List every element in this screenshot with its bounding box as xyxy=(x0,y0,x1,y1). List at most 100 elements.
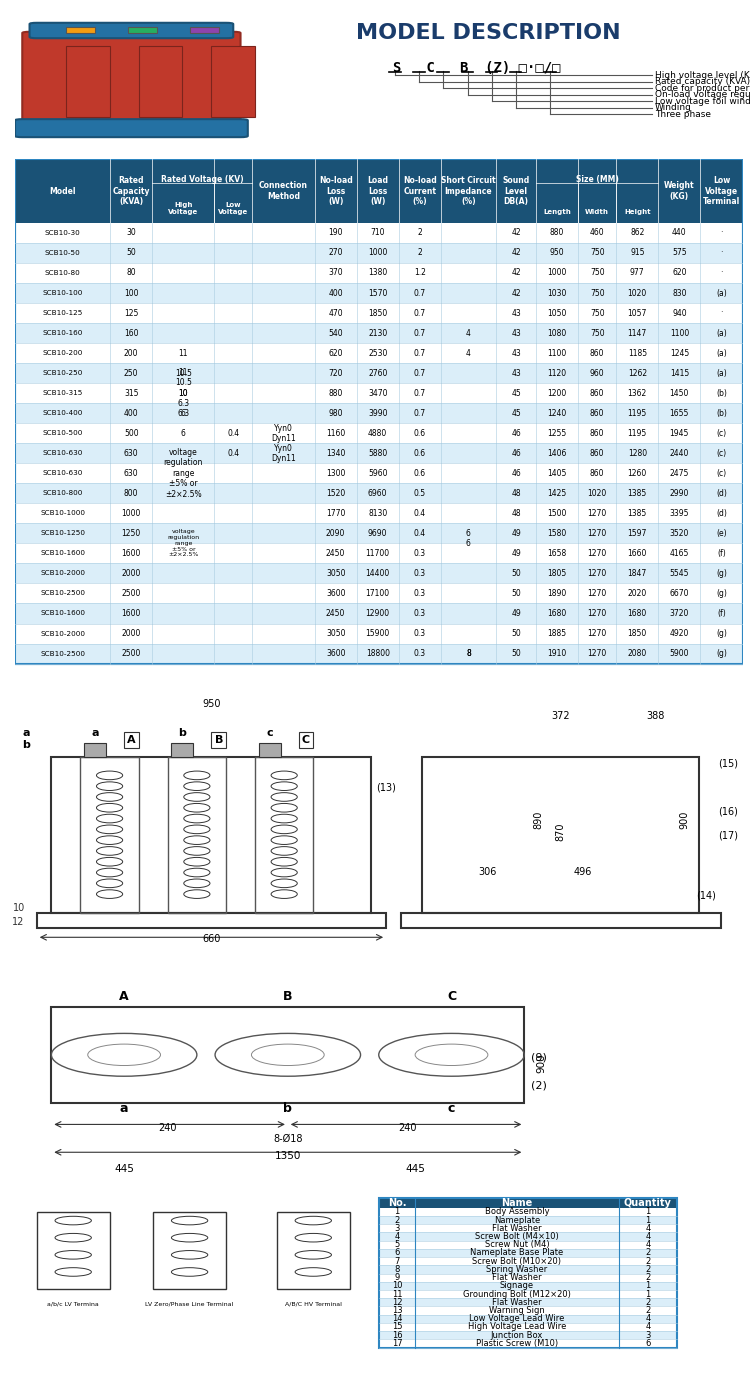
Text: C: C xyxy=(447,991,456,1003)
Text: SCB10-200: SCB10-200 xyxy=(43,351,82,356)
Text: 1245: 1245 xyxy=(670,349,689,357)
Text: ·: · xyxy=(720,309,723,317)
Text: 6: 6 xyxy=(181,429,186,437)
Text: B: B xyxy=(283,991,292,1003)
Text: (a): (a) xyxy=(716,368,727,378)
Text: Rated
Capacity
(KVA): Rated Capacity (KVA) xyxy=(112,177,150,206)
Text: (17): (17) xyxy=(718,831,738,840)
Text: Body Assembly: Body Assembly xyxy=(484,1208,549,1216)
Text: A: A xyxy=(127,736,136,745)
Bar xyxy=(15,323,742,344)
Text: High
Voltage: High Voltage xyxy=(168,201,199,215)
Text: 2: 2 xyxy=(394,1216,400,1224)
Text: (c): (c) xyxy=(716,429,727,437)
Bar xyxy=(172,742,194,758)
Bar xyxy=(379,1290,677,1299)
Text: 620: 620 xyxy=(328,349,343,357)
Text: (g): (g) xyxy=(716,629,727,638)
Text: LV Zero/Phase Line Terminal: LV Zero/Phase Line Terminal xyxy=(146,1301,234,1305)
Bar xyxy=(15,283,742,304)
Text: 915: 915 xyxy=(630,248,644,258)
Text: 46: 46 xyxy=(512,448,521,458)
Text: Flat Washer: Flat Washer xyxy=(492,1274,542,1282)
Text: 1270: 1270 xyxy=(587,509,607,518)
Text: (14): (14) xyxy=(696,891,716,901)
Text: (b): (b) xyxy=(716,408,727,418)
Text: Winding: Winding xyxy=(656,104,692,112)
Text: 45: 45 xyxy=(512,389,521,397)
Text: 1255: 1255 xyxy=(548,429,567,437)
Text: 1: 1 xyxy=(394,1208,400,1216)
Text: 1380: 1380 xyxy=(368,269,387,277)
Text: 2: 2 xyxy=(645,1274,650,1282)
Text: c: c xyxy=(266,727,273,738)
Bar xyxy=(379,1323,677,1332)
Text: 750: 750 xyxy=(590,248,604,258)
Text: 0.7: 0.7 xyxy=(414,389,426,397)
Text: 2990: 2990 xyxy=(670,489,689,498)
Bar xyxy=(379,1249,677,1257)
Text: Warning Sign: Warning Sign xyxy=(489,1305,544,1315)
Text: Model: Model xyxy=(50,186,76,196)
Text: Name: Name xyxy=(501,1198,532,1208)
Text: 1850: 1850 xyxy=(628,629,647,638)
Text: 2: 2 xyxy=(645,1297,650,1307)
Bar xyxy=(259,742,280,758)
Text: 8130: 8130 xyxy=(368,509,387,518)
Text: 1885: 1885 xyxy=(548,629,567,638)
Text: A: A xyxy=(119,991,129,1003)
Bar xyxy=(15,243,742,264)
Text: 1890: 1890 xyxy=(548,589,567,598)
Text: 862: 862 xyxy=(630,229,644,237)
Text: Spring Washer: Spring Washer xyxy=(486,1265,548,1274)
Text: 1406: 1406 xyxy=(548,448,567,458)
Text: 1080: 1080 xyxy=(548,328,567,338)
Text: 1362: 1362 xyxy=(628,389,647,397)
Text: 1100: 1100 xyxy=(548,349,567,357)
Text: 2475: 2475 xyxy=(670,469,689,477)
Bar xyxy=(379,1307,677,1315)
Text: 45: 45 xyxy=(512,408,521,418)
Text: 750: 750 xyxy=(590,269,604,277)
Bar xyxy=(379,1241,677,1249)
Text: 4: 4 xyxy=(645,1322,650,1332)
Text: 17: 17 xyxy=(392,1339,402,1348)
Text: 370: 370 xyxy=(328,269,343,277)
Text: (g): (g) xyxy=(716,569,727,578)
Text: 4165: 4165 xyxy=(670,549,689,558)
Bar xyxy=(15,563,742,584)
Text: 0.7: 0.7 xyxy=(414,368,426,378)
Text: 2: 2 xyxy=(418,229,422,237)
Text: 2760: 2760 xyxy=(368,368,388,378)
Text: MODEL DESCRIPTION: MODEL DESCRIPTION xyxy=(356,23,620,43)
Text: (g): (g) xyxy=(716,649,727,658)
Text: a: a xyxy=(92,727,99,738)
Bar xyxy=(168,758,226,914)
Bar xyxy=(15,643,742,664)
Bar xyxy=(379,1198,677,1208)
Text: Low voltage foil winding: Low voltage foil winding xyxy=(656,97,750,106)
Text: 2000: 2000 xyxy=(122,629,141,638)
Text: 2500: 2500 xyxy=(122,649,141,658)
Text: 2450: 2450 xyxy=(326,609,345,618)
Text: 270: 270 xyxy=(328,248,343,258)
Text: 1385: 1385 xyxy=(628,489,647,498)
Text: voltage
regulation
range
±5% or
±2×2.5%: voltage regulation range ±5% or ±2×2.5% xyxy=(167,530,200,558)
Text: 1805: 1805 xyxy=(548,569,567,578)
Text: High voltage level (KV): High voltage level (KV) xyxy=(656,70,750,80)
Text: 10: 10 xyxy=(13,903,25,914)
Text: S   C   B  (Z) □·□/□: S C B (Z) □·□/□ xyxy=(393,61,561,75)
Text: 6: 6 xyxy=(645,1339,650,1348)
Text: 750: 750 xyxy=(590,288,604,298)
Text: 1680: 1680 xyxy=(548,609,567,618)
Text: Rated capacity (KVA): Rated capacity (KVA) xyxy=(656,77,750,87)
Text: 10: 10 xyxy=(178,389,188,397)
Text: 1250: 1250 xyxy=(122,529,141,538)
Text: 1000: 1000 xyxy=(548,269,567,277)
Text: No-load
Loss
(W): No-load Loss (W) xyxy=(319,177,352,206)
Text: 4: 4 xyxy=(466,328,471,338)
Text: 16: 16 xyxy=(392,1330,402,1340)
Text: (9): (9) xyxy=(531,1052,547,1063)
Text: 977: 977 xyxy=(630,269,644,277)
Text: 445: 445 xyxy=(405,1163,425,1173)
